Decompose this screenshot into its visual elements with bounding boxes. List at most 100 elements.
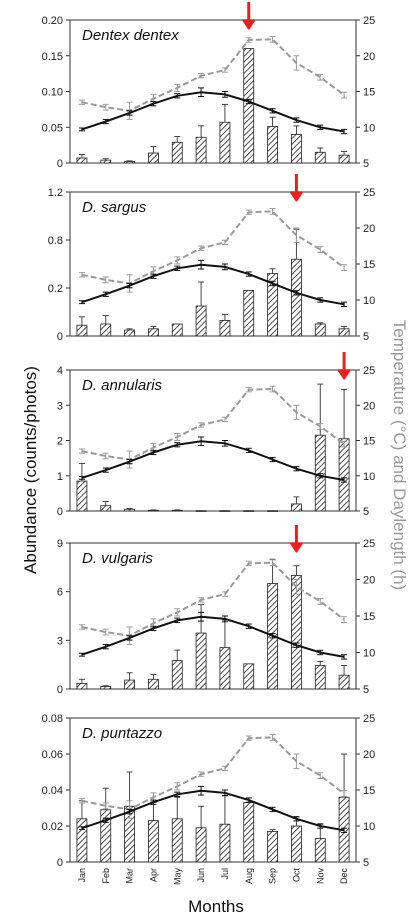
bar [338,154,350,164]
left-tick-label: 0 [57,506,63,518]
month-label: Sep [268,868,278,884]
right-tick-label: 5 [363,506,369,518]
bar [100,323,112,337]
right-tick-label: 15 [363,611,375,623]
month-label: Feb [101,868,111,884]
bar [76,818,88,863]
daylength-line [81,440,345,481]
left-tick-label: 6 [57,587,63,599]
right-tick-label: 5 [363,158,369,170]
left-tick-label: 0.15 [42,51,63,63]
panel-title: D. puntazzo [82,725,162,742]
bar [195,136,207,164]
bar [314,151,326,164]
left-tick-label: 0.05 [42,122,63,134]
panel-title: D. annularis [82,377,163,394]
bar [148,509,159,512]
left-tick-label: 3 [57,635,63,647]
bar [76,324,88,337]
right-tick-label: 10 [363,648,375,660]
bar [148,328,159,337]
x-axis-label: Months [188,897,244,916]
temperature-line [81,38,345,112]
bar [267,831,278,863]
peak-arrow-head [242,19,256,30]
right-tick-label: 20 [363,223,375,235]
right-tick-label: 20 [363,400,375,412]
temperature-line [81,561,345,637]
left-tick-label: 0.8 [48,235,63,247]
peak-arrow-head [289,542,304,553]
bar [124,329,135,337]
chart-panel: 0 1 2 3 4 5 10 15 20 25 D. annularis [57,352,375,518]
right-tick-label: 25 [363,365,375,377]
bar [338,438,350,512]
panel-title: D. vulgaris [82,550,153,567]
right-tick-label: 10 [363,821,375,833]
right-tick-label: 10 [363,122,375,134]
bar [171,141,183,164]
panel-title: Dentex dentex [82,27,179,44]
bar [171,509,183,512]
bar [171,818,183,863]
left-tick-label: 2 [57,436,63,448]
bar [124,161,135,164]
bar [219,647,231,690]
bar [100,159,112,164]
bar [76,682,88,690]
bar [195,632,207,690]
right-tick-label: 5 [363,331,369,343]
left-tick-label: 0 [57,331,63,343]
bar [148,678,159,690]
right-tick-label: 25 [363,15,375,27]
left-tick-label: 0.04 [42,785,63,797]
bar [243,802,255,863]
right-tick-label: 5 [363,684,369,696]
left-tick-label: 0 [57,857,63,869]
bar [124,679,135,690]
left-tick-label: 3 [57,400,63,412]
bar [291,258,302,337]
right-axis-label: Temperature (°C) and Daylength (h) [390,320,409,590]
month-label: Dec [339,868,349,885]
month-label: Jan [77,868,87,883]
bar [243,48,255,164]
peak-arrow-head [289,191,304,202]
right-tick-label: 15 [363,87,375,99]
bar [314,434,326,512]
right-tick-label: 10 [363,295,375,307]
bar [171,323,183,337]
bar [291,133,302,164]
left-tick-label: 1.2 [48,187,63,199]
temperature-line [81,387,345,461]
bar [314,323,326,337]
chart-panel: 0 0.2 0.8 1.2 5 10 15 20 25 D. sargus [48,174,375,343]
bar [195,305,207,337]
bar [195,827,207,863]
right-tick-label: 20 [363,749,375,761]
month-label: Aug [244,868,254,884]
bar [314,665,326,690]
right-tick-label: 15 [363,259,375,271]
month-label: Apr [148,868,158,882]
bar [76,157,88,164]
chart-panel: 0 3 6 9 5 10 15 20 25 D. vulgaris [57,525,375,696]
bar [291,825,302,863]
left-tick-label: 1 [57,471,63,483]
daylength-line [81,91,345,133]
right-tick-label: 20 [363,51,375,63]
bar [338,328,350,337]
left-tick-label: 0.02 [42,821,63,833]
left-tick-label: 0.06 [42,749,63,761]
month-label: Oct [291,868,301,883]
bar [124,508,135,512]
month-label: Mar [125,868,135,884]
chart-panel: 0 0.05 0.10 0.15 0.20 5 10 15 20 25 Dentex dentex [42,2,375,170]
bar [267,510,278,512]
bar [100,686,112,690]
bar [100,505,112,512]
right-tick-label: 25 [363,187,375,199]
right-tick-label: 25 [363,538,375,550]
daylength-line [81,263,345,306]
